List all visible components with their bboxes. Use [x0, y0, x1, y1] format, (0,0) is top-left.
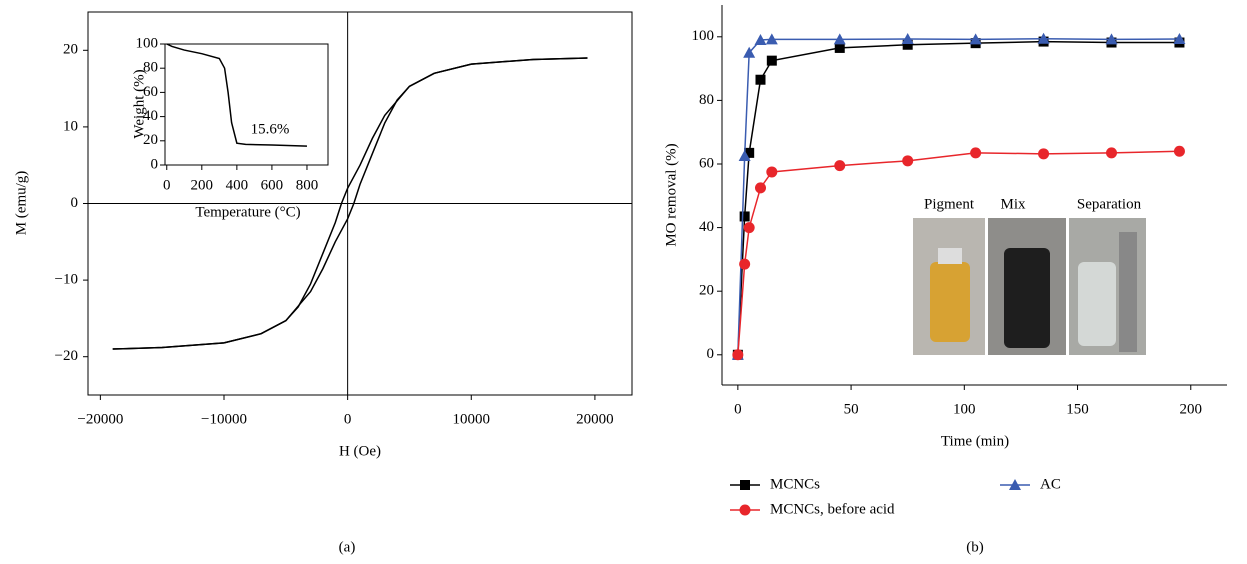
photo-label: Separation [1077, 196, 1142, 212]
jar [930, 262, 970, 342]
y-tick-label: 100 [692, 28, 715, 44]
marker [738, 150, 751, 162]
marker [743, 222, 755, 234]
x-tick-label: 10000 [453, 411, 491, 427]
marker [1106, 147, 1118, 159]
marker [970, 147, 982, 159]
x-axis-label: H (Oe) [339, 443, 381, 459]
x-tick-label: 150 [1066, 401, 1089, 417]
y-tick-label: −10 [55, 272, 78, 288]
marker [732, 349, 744, 361]
x-tick-label: 800 [296, 177, 319, 193]
legend-label: MCNCs [770, 476, 820, 492]
x-tick-label: 200 [1180, 401, 1203, 417]
y-tick-label: 60 [143, 84, 158, 100]
marker [754, 33, 767, 45]
marker [740, 480, 750, 490]
marker [739, 504, 751, 516]
y-tick-label: 100 [136, 35, 159, 51]
x-axis-label: Temperature (°C) [195, 204, 300, 220]
y-tick-label: 0 [71, 195, 79, 211]
y-axis-label: MO removal (%) [663, 143, 679, 246]
jar [1078, 262, 1116, 346]
jar-lid [938, 248, 962, 264]
marker [755, 74, 766, 85]
marker [739, 211, 750, 222]
x-tick-label: 100 [953, 401, 976, 417]
y-tick-label: 40 [699, 219, 714, 235]
marker [1173, 145, 1185, 157]
marker [739, 258, 751, 270]
y-axis-label: Weight (%) [131, 69, 147, 138]
photo-label: Pigment [924, 196, 975, 212]
marker [833, 33, 846, 45]
panel-caption: (a) [339, 539, 356, 555]
x-tick-label: 0 [734, 401, 742, 417]
x-tick-label: 0 [344, 411, 352, 427]
x-tick-label: 600 [261, 177, 284, 193]
marker [1037, 32, 1050, 44]
y-tick-label: 0 [707, 346, 715, 362]
marker [834, 160, 846, 172]
magnet [1119, 232, 1137, 352]
marker [969, 33, 982, 45]
x-tick-label: 0 [163, 177, 171, 193]
series-line [166, 43, 307, 147]
y-axis-label: M (emu/g) [13, 171, 29, 236]
marker [902, 39, 913, 50]
y-tick-label: −20 [55, 348, 78, 364]
marker [766, 166, 778, 178]
plot-frame [164, 43, 329, 166]
y-tick-label: 80 [699, 92, 714, 108]
marker [744, 147, 755, 158]
annotation: 15.6% [251, 121, 290, 137]
x-tick-label: 200 [191, 177, 214, 193]
y-tick-label: 20 [699, 283, 714, 299]
marker [743, 46, 756, 58]
x-tick-label: 20000 [576, 411, 614, 427]
marker [901, 33, 914, 45]
y-tick-label: 10 [63, 118, 78, 134]
photo-inset [913, 218, 1146, 355]
marker [765, 33, 778, 45]
y-tick-label: 20 [143, 132, 158, 148]
marker [1173, 33, 1186, 45]
marker [754, 182, 766, 194]
y-tick-label: 60 [699, 155, 714, 171]
legend-label: AC [1040, 476, 1061, 492]
marker [766, 55, 777, 66]
marker [902, 155, 914, 167]
x-tick-label: 50 [844, 401, 859, 417]
panel-caption: (b) [966, 539, 984, 555]
y-tick-label: 80 [143, 60, 158, 76]
x-tick-label: 400 [226, 177, 249, 193]
legend-label: MCNCs, before acid [770, 501, 895, 517]
marker [1009, 479, 1021, 490]
series-line [112, 57, 588, 350]
marker [834, 42, 845, 53]
jar [1004, 248, 1050, 348]
photo-label: Mix [1000, 196, 1026, 212]
y-tick-label: 40 [143, 108, 158, 124]
x-tick-label: −20000 [77, 411, 123, 427]
marker [1105, 33, 1118, 45]
x-tick-label: −10000 [201, 411, 247, 427]
y-tick-label: 0 [151, 156, 159, 172]
marker [1038, 148, 1050, 160]
y-tick-label: 20 [63, 42, 78, 58]
x-axis-label: Time (min) [941, 433, 1009, 449]
